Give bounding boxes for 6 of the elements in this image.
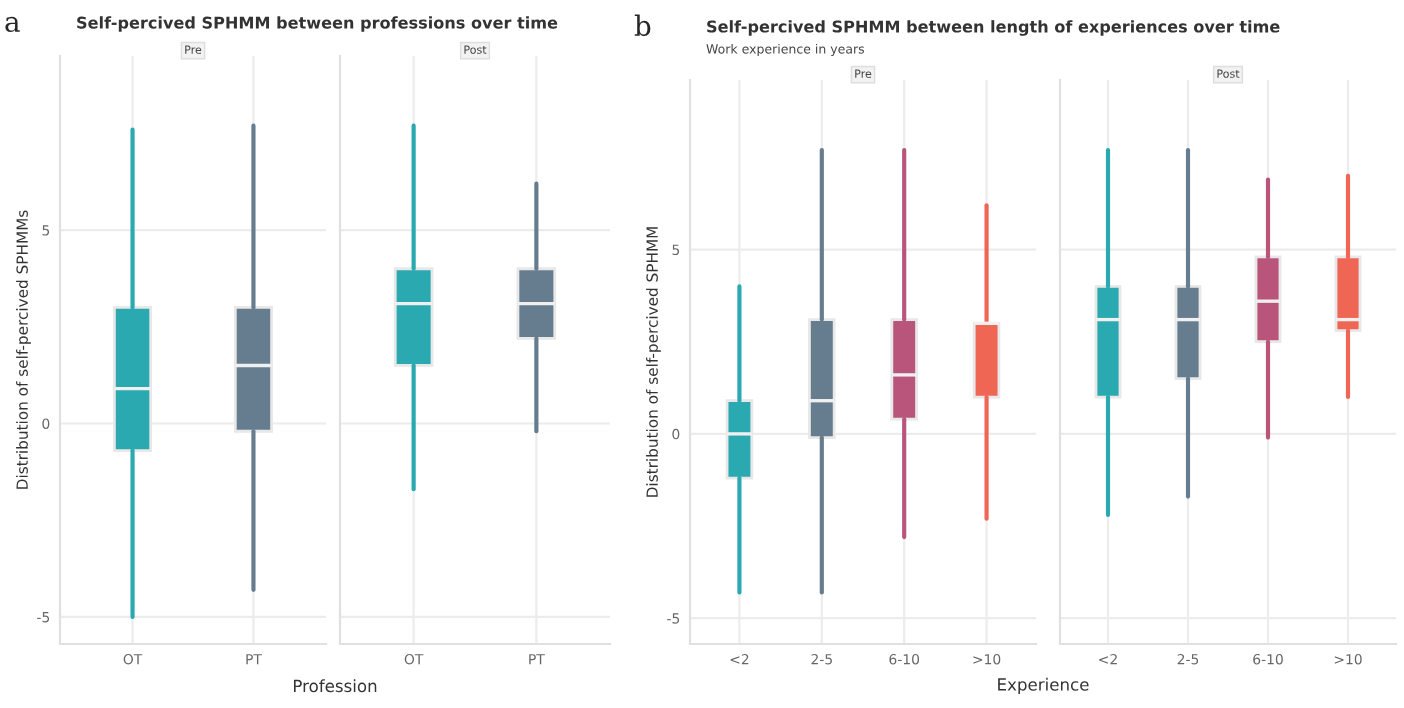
chart-title: Self-percived SPHMM between professions over time: [77, 16, 558, 32]
x-axis-title: Profession: [293, 679, 377, 693]
text: a: [5, 16, 20, 33]
x-axis-title: Experience: [998, 677, 1089, 694]
chart-title: Self-percived SPHMM between length of experiences over time: [707, 20, 1280, 36]
text: b: [634, 14, 651, 37]
